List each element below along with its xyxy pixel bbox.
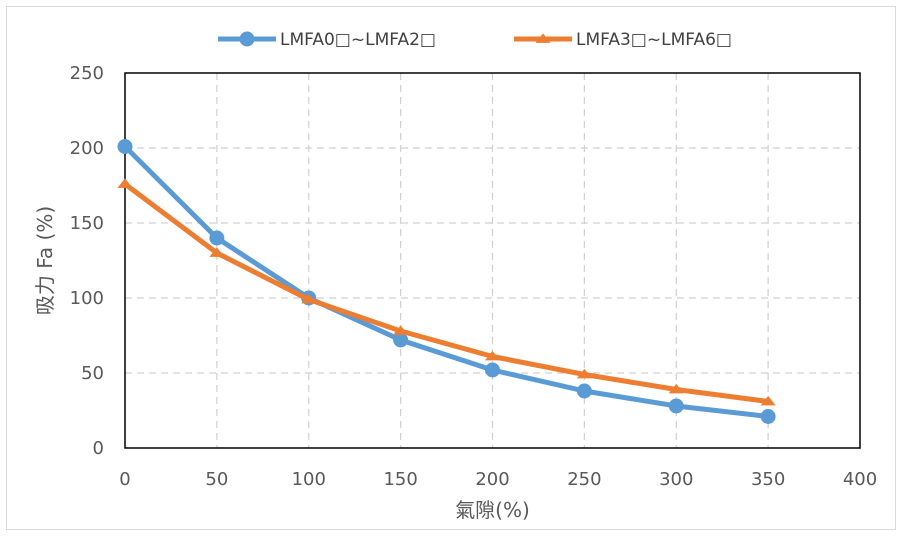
series-layer xyxy=(117,139,776,424)
x-tick-labels: 0 50 100 150 200 250 300 350 400 xyxy=(119,469,877,490)
data-point-circle xyxy=(576,383,592,399)
x-tick-label: 200 xyxy=(475,469,509,490)
x-tick-label: 0 xyxy=(119,469,130,490)
data-point-triangle xyxy=(301,293,317,304)
legend: LMFA0□~LMFA2□ LMFA3□~LMFA6□ xyxy=(218,30,732,50)
data-point-circle xyxy=(209,230,225,246)
data-point-circle xyxy=(760,409,776,424)
data-point-triangle xyxy=(760,395,776,406)
series-line xyxy=(122,181,771,404)
y-tick-label: 250 xyxy=(70,63,104,84)
data-point-triangle xyxy=(535,33,551,43)
y-tick-label: 0 xyxy=(93,438,104,459)
y-tick-label: 150 xyxy=(70,213,104,234)
series-1 xyxy=(117,139,776,424)
series-line xyxy=(122,144,771,419)
x-tick-label: 350 xyxy=(751,469,785,490)
y-tick-label: 200 xyxy=(70,138,104,159)
x-tick-label: 400 xyxy=(843,469,877,490)
x-axis-title: 氣隙(%) xyxy=(455,498,530,522)
data-point-triangle xyxy=(668,383,684,394)
y-tick-label: 50 xyxy=(81,363,104,384)
data-point-circle xyxy=(485,362,500,378)
legend-item-2: LMFA3□~LMFA6□ xyxy=(514,30,732,50)
data-point-circle xyxy=(668,398,684,414)
x-tick-label: 150 xyxy=(383,469,417,490)
data-point-triangle xyxy=(209,247,225,257)
x-tick-label: 50 xyxy=(205,469,228,490)
x-tick-label: 100 xyxy=(292,469,326,490)
chart-frame xyxy=(6,6,896,530)
y-tick-labels: 0 50 100 150 200 250 xyxy=(70,63,104,459)
x-tick-label: 300 xyxy=(659,469,693,490)
legend-item-1: LMFA0□~LMFA2□ xyxy=(218,30,436,50)
data-point-triangle xyxy=(576,368,592,379)
y-axis-title: 吸力 Fa (%) xyxy=(33,206,57,315)
legend-label: LMFA3□~LMFA6□ xyxy=(576,30,732,50)
data-point-triangle xyxy=(485,350,500,361)
plot-area-border xyxy=(124,72,861,449)
series-2 xyxy=(117,178,776,406)
legend-label: LMFA0□~LMFA2□ xyxy=(280,30,436,50)
data-point-circle xyxy=(393,332,409,348)
data-point-circle xyxy=(117,139,133,154)
y-tick-label: 100 xyxy=(70,288,104,309)
data-point-triangle xyxy=(393,325,409,335)
data-point-circle xyxy=(239,31,255,47)
data-point-triangle xyxy=(117,178,133,188)
x-tick-label: 250 xyxy=(567,469,601,490)
